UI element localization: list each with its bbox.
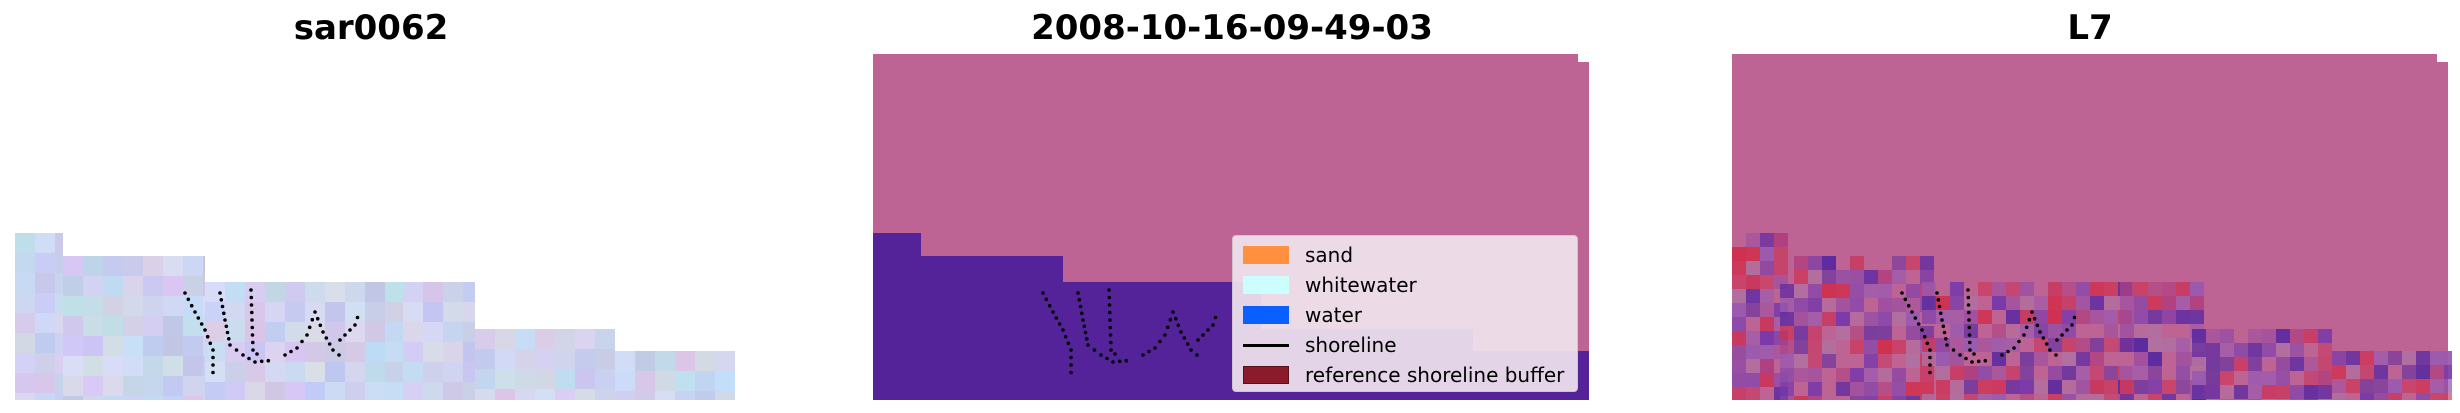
legend-item-reference-buffer: reference shoreline buffer — [1243, 360, 1567, 390]
shoreline-trace — [1041, 288, 1218, 375]
shoreline-line-swatch — [1243, 343, 1289, 347]
legend-label-whitewater: whitewater — [1305, 273, 1417, 297]
shoreline-trace — [1900, 288, 2077, 375]
legend-label-reference-buffer: reference shoreline buffer — [1305, 363, 1565, 387]
legend-label-water: water — [1305, 303, 1362, 327]
rgb-image-panel — [15, 50, 735, 400]
legend-item-water: water — [1243, 300, 1567, 330]
legend: sand whitewater water shoreline referenc… — [1232, 235, 1578, 392]
panel-title-mndwi: L7 — [2067, 8, 2113, 48]
water-swatch — [1243, 306, 1289, 324]
legend-item-sand: sand — [1243, 240, 1567, 270]
legend-item-shoreline: shoreline — [1243, 330, 1567, 360]
legend-label-shoreline: shoreline — [1305, 333, 1397, 357]
sand-swatch — [1243, 246, 1289, 264]
rgb-satellite-image — [15, 233, 735, 400]
panel-title-rgb: sar0062 — [293, 8, 449, 48]
shoreline-trace — [183, 288, 360, 375]
index-image-panel — [1732, 50, 2452, 400]
whitewater-swatch — [1243, 276, 1289, 294]
legend-item-whitewater: whitewater — [1243, 270, 1567, 300]
reference-buffer-swatch — [1243, 366, 1289, 384]
l7-index-image — [1732, 54, 2452, 400]
legend-label-sand: sand — [1305, 243, 1354, 267]
panel-title-classification: 2008-10-16-09-49-03 — [1031, 8, 1433, 48]
